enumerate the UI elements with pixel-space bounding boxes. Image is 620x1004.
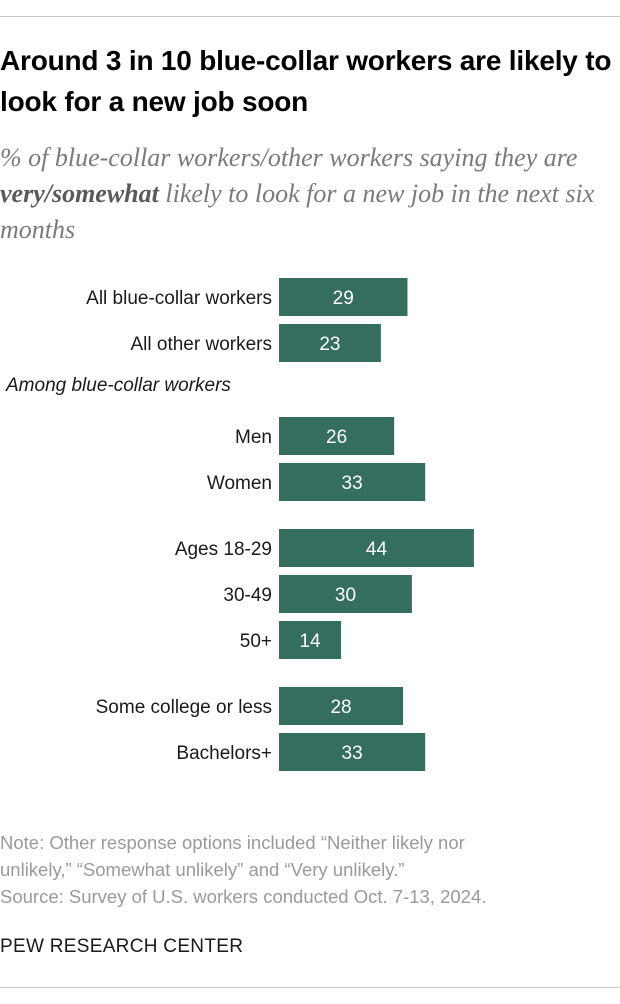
bar-all-blue-collar-workers <box>279 278 408 316</box>
value-label-bachelors: 33 <box>342 743 363 764</box>
note-line-2: unlikely,” “Somewhat unlikely” and “Very… <box>0 859 405 880</box>
value-label-ages-18-29: 44 <box>366 539 388 560</box>
subtitle-part1: % of blue-collar workers/other workers s… <box>0 143 578 172</box>
bar-women <box>279 463 426 501</box>
value-label-50: 14 <box>299 631 321 652</box>
category-label-some-college-or-less: Some college or less <box>96 697 272 718</box>
bar-50 <box>279 621 342 659</box>
brand-name: PEW RESEARCH CENTER <box>0 936 244 957</box>
source-line: Source: Survey of U.S. workers conducted… <box>0 886 487 907</box>
subtitle-part2: likely to look for a new job in the next… <box>0 179 595 244</box>
subtitle-emphasis: very/somewhat <box>0 179 159 208</box>
bar-30-49 <box>279 575 412 613</box>
bar-bachelors <box>279 733 426 771</box>
category-label-30-49: 30-49 <box>223 585 272 606</box>
bar-ages-18-29 <box>279 529 474 567</box>
section-label: Among blue-collar workers <box>5 375 231 396</box>
note-line-1: Note: Other response options included “N… <box>0 832 465 853</box>
value-label-some-college-or-less: 28 <box>330 697 351 718</box>
chart-notes: Note: Other response options included “N… <box>0 829 612 910</box>
bar-some-college-or-less <box>279 687 404 725</box>
category-label-men: Men <box>235 427 272 448</box>
category-label-50: 50+ <box>240 631 272 652</box>
bar-chart: All blue-collar workers 29 All other worke… <box>5 278 474 771</box>
value-label-30-49: 30 <box>335 585 356 606</box>
top-rule <box>0 16 620 17</box>
bar-men <box>279 417 395 455</box>
bottom-rule <box>0 987 620 988</box>
value-label-men: 26 <box>326 427 347 448</box>
category-label-women: Women <box>207 473 272 494</box>
chart-title: Around 3 in 10 blue-collar workers are l… <box>0 45 612 117</box>
category-label-all-other-workers: All other workers <box>131 334 273 355</box>
value-label-women: 33 <box>342 473 363 494</box>
value-label-all-blue-collar-workers: 29 <box>333 288 354 309</box>
chart-subtitle: % of blue-collar workers/other workers s… <box>0 140 612 248</box>
category-label-bachelors: Bachelors+ <box>176 743 272 764</box>
value-label-all-other-workers: 23 <box>319 334 340 355</box>
bar-all-other-workers <box>279 324 381 362</box>
category-label-all-blue-collar-workers: All blue-collar workers <box>86 288 272 309</box>
category-label-ages-18-29: Ages 18-29 <box>175 539 272 560</box>
